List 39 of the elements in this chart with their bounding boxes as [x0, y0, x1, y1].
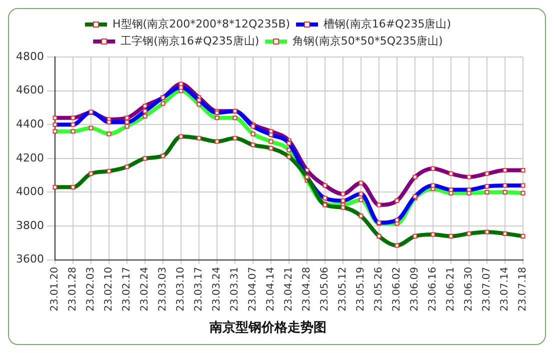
- x-tick-label: 23.05.06: [320, 266, 331, 312]
- x-tick-label: 23.06.21: [446, 266, 457, 312]
- x-tick-label: 23.02.24: [140, 266, 151, 312]
- x-tick-label: 23.06.02: [392, 266, 403, 312]
- x-tick-label: 23.06.09: [410, 266, 421, 312]
- x-tick-label: 23.03.24: [212, 266, 223, 312]
- x-tick-label: 23.02.10: [104, 266, 115, 312]
- y-tick-label: 3600: [16, 252, 44, 266]
- x-tick-label: 23.03.03: [158, 266, 169, 312]
- y-tick-label: 4200: [16, 151, 44, 164]
- y-tick-label: 3800: [16, 218, 44, 232]
- y-tick-label: 4800: [16, 50, 44, 63]
- legend-label: 槽钢(南京16#Q235唐山): [324, 17, 451, 30]
- x-tick-label: 23.03.10: [176, 266, 187, 312]
- x-tick-label: 23.05.19: [356, 266, 367, 312]
- y-tick-label: 4600: [16, 84, 44, 97]
- x-tick-label: 23.07.07: [482, 266, 493, 312]
- y-tick-label: 4000: [16, 185, 44, 198]
- x-tick-label: 23.03.17: [194, 266, 205, 312]
- legend-label: 角钢(南京50*50*5Q235唐山): [292, 34, 443, 48]
- x-tick-label: 23.06.30: [464, 266, 475, 312]
- x-tick-label: 23.04.07: [248, 266, 259, 312]
- x-tick-label: 23.01.20: [50, 266, 61, 312]
- x-tick-label: 23.02.03: [86, 266, 97, 312]
- x-tick-label: 23.04.21: [284, 266, 295, 312]
- x-tick-label: 23.03.31: [230, 266, 241, 312]
- x-tick-label: 23.04.14: [266, 266, 277, 312]
- text: 南京型钢价格走势图: [208, 320, 326, 336]
- x-tick-label: 23.07.14: [500, 266, 511, 312]
- y-tick-label: 4400: [16, 117, 44, 130]
- x-tick-label: 23.05.12: [338, 266, 349, 312]
- legend-label: 工字钢(南京16#Q235唐山): [120, 34, 260, 48]
- x-tick-label: 23.01.28: [68, 266, 79, 312]
- x-tick-label: 23.06.16: [428, 266, 439, 312]
- x-tick-label: 23.02.17: [122, 266, 133, 312]
- legend-label: H型钢(南京200*200*8*12Q235B): [112, 17, 290, 30]
- x-tick-label: 23.05.26: [374, 266, 385, 312]
- x-tick-label: 23.07.18: [518, 266, 529, 312]
- x-tick-label: 23.04.28: [302, 266, 313, 312]
